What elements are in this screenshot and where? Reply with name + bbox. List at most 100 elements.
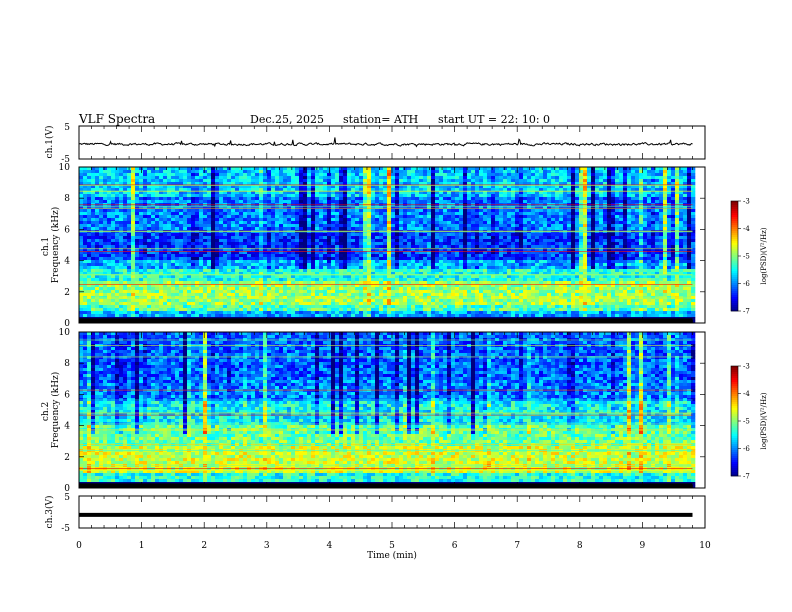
spectrogram-cell (291, 275, 296, 279)
spectrogram-cell (95, 236, 100, 240)
spectrogram-cell (123, 239, 128, 243)
spectrogram-cell (355, 248, 360, 252)
spectrogram-cell (163, 185, 168, 189)
spectrogram-cell (139, 305, 144, 309)
spectrogram-cell (323, 191, 328, 195)
spectrogram-cell (379, 296, 384, 300)
spectrogram-cell (239, 308, 244, 312)
spectrogram-cell (411, 287, 416, 291)
spectrogram-cell (139, 212, 144, 216)
spectrogram-cell (155, 260, 160, 264)
spectrogram-cell (431, 170, 436, 174)
spectrogram-cell (123, 200, 128, 204)
spectrogram-cell (163, 248, 168, 252)
spectrogram-cell (395, 251, 400, 255)
spectrogram-cell (175, 173, 180, 177)
spectrogram-cell (135, 188, 140, 192)
spectrogram-cell (111, 293, 116, 297)
spectrogram-cell (303, 314, 308, 318)
spectrogram-cell (411, 272, 416, 276)
spectrogram-cell (83, 263, 88, 267)
spectrogram-cell (215, 242, 220, 246)
spectrogram-cell (123, 167, 128, 171)
spectrogram-cell (299, 227, 304, 231)
spectrogram-cell (111, 296, 116, 300)
spectrogram-cell (223, 194, 228, 198)
spectrogram-cell (323, 269, 328, 273)
spectrogram-cell (179, 287, 184, 291)
spectrogram-cell (363, 311, 368, 315)
spectrogram-cell (131, 227, 136, 231)
spectrogram-cell (375, 185, 380, 189)
spectrogram-cell (255, 263, 260, 267)
spectrogram-cell (79, 185, 84, 189)
spectrogram-cell (303, 179, 308, 183)
spectrogram-cell (427, 191, 432, 195)
spectrogram-cell (107, 269, 112, 273)
spectrogram-cell (239, 200, 244, 204)
spectrogram-cell (291, 299, 296, 303)
spectrogram-cell (159, 260, 164, 264)
spectrogram-cell (375, 308, 380, 312)
spectrogram-cell (179, 254, 184, 258)
spectrogram-cell (143, 188, 148, 192)
spectrogram-cell (127, 236, 132, 240)
spectrogram-cell (235, 266, 240, 270)
spectrogram-cell (203, 173, 208, 177)
spectrogram-cell (231, 287, 236, 291)
spectrogram-cell (427, 260, 432, 264)
spectrogram-cell (203, 170, 208, 174)
spectrogram-cell (219, 173, 224, 177)
spectrogram-cell (351, 308, 356, 312)
ch1-ytick-top: 5 (64, 123, 70, 133)
spectrogram-cell (259, 305, 264, 309)
spectrogram-cell (79, 173, 84, 177)
spectrogram-cell (331, 257, 336, 261)
spectrogram-cell (179, 179, 184, 183)
spectrogram-cell (411, 275, 416, 279)
spectrogram-cell (387, 263, 392, 267)
spectrogram-cell (415, 257, 420, 261)
spectrogram-cell (247, 302, 252, 306)
spectrogram-cell (439, 179, 444, 183)
spectrogram-cell (155, 218, 160, 222)
spectrogram-cell (175, 299, 180, 303)
spectrogram-cell (267, 191, 272, 195)
spectrogram-cell (311, 197, 316, 201)
spectrogram-cell (207, 299, 212, 303)
spectrogram-cell (451, 200, 456, 204)
spectrogram-cell (87, 314, 92, 318)
spectrogram-cell (227, 191, 232, 195)
spectrogram-cell (259, 182, 264, 186)
spectrogram-cell (355, 233, 360, 237)
spectrogram-cell (219, 266, 224, 270)
spectrogram-cell (199, 173, 204, 177)
spectrogram-cell (303, 272, 308, 276)
spectrogram-cell (179, 191, 184, 195)
spectrogram-cell (143, 194, 148, 198)
spectrogram-cell (227, 305, 232, 309)
spectrogram-cell (103, 308, 108, 312)
spectrogram-cell (419, 245, 424, 249)
spectrogram-cell (451, 302, 456, 306)
spectrogram-cell (187, 257, 192, 261)
spectrogram-cell (247, 185, 252, 189)
spectrogram-cell (287, 209, 292, 213)
spectrogram-cell (183, 296, 188, 300)
spectrogram-cell (415, 284, 420, 288)
spectrogram-cell (131, 266, 136, 270)
spectrogram-cell (363, 272, 368, 276)
spectrogram-cell (155, 263, 160, 267)
spectrogram-cell (359, 287, 364, 291)
spectrogram-cell (391, 173, 396, 177)
spectrogram-cell (215, 260, 220, 264)
spectrogram-cell (287, 287, 292, 291)
spectrogram-cell (135, 287, 140, 291)
spectrogram-cell (383, 182, 388, 186)
spectrogram-cell (427, 221, 432, 225)
spectrogram-cell (323, 242, 328, 246)
spectrogram-cell (395, 191, 400, 195)
spectrogram-cell (283, 290, 288, 294)
spectrogram-cell (303, 233, 308, 237)
spectrogram-cell (327, 302, 332, 306)
